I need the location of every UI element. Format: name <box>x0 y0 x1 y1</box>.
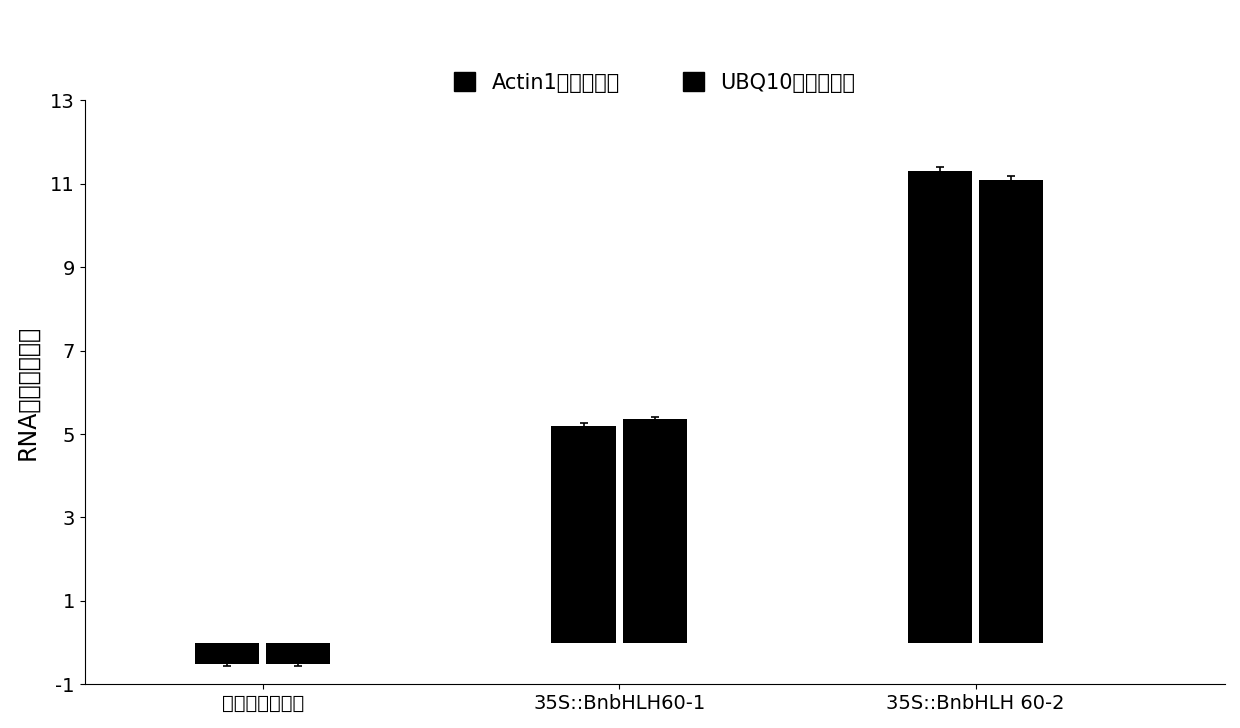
Legend: Actin1为内参基因, UBQ10为内参基因: Actin1为内参基因, UBQ10为内参基因 <box>446 64 863 101</box>
Bar <box>552 426 615 643</box>
Bar <box>980 180 1043 643</box>
Bar <box>622 419 687 643</box>
Y-axis label: RNA相对表达水平: RNA相对表达水平 <box>15 325 38 460</box>
Bar <box>195 643 259 664</box>
Bar <box>267 643 331 664</box>
Bar <box>908 171 972 643</box>
